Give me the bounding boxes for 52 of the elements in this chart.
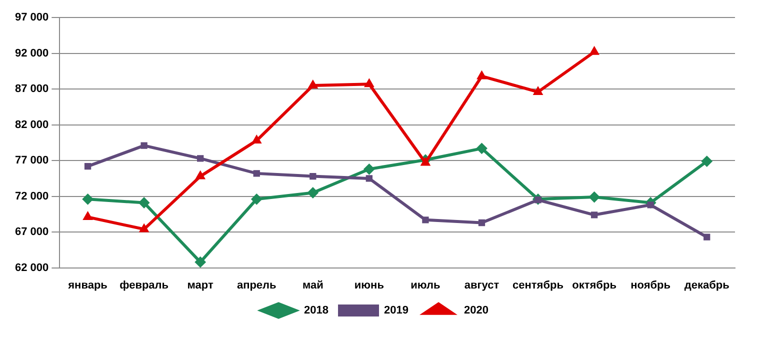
point xyxy=(701,156,712,167)
point xyxy=(310,172,316,180)
y-tick-label: 97 000 xyxy=(14,12,49,24)
y-tick-label: 92 000 xyxy=(14,47,49,60)
x-tick-label: февраль xyxy=(120,279,169,292)
x-tick-label: август xyxy=(464,279,500,292)
point xyxy=(364,78,374,88)
point xyxy=(139,224,149,232)
legend-label: 2018 xyxy=(304,304,329,317)
point xyxy=(196,170,206,180)
x-tick-label: март xyxy=(187,279,214,292)
y-tick-label: 82 000 xyxy=(14,118,49,131)
point xyxy=(420,157,430,166)
y-tick-label: 62 000 xyxy=(14,262,49,274)
x-tick-label: июль xyxy=(410,279,441,292)
point xyxy=(140,142,148,149)
point xyxy=(308,80,318,89)
x-tick-label: ноябрь xyxy=(630,279,671,292)
point xyxy=(252,135,262,144)
y-tick-label: 77 000 xyxy=(14,154,49,167)
point xyxy=(590,212,598,218)
point xyxy=(82,194,94,205)
point xyxy=(704,234,710,240)
point xyxy=(251,194,262,205)
point xyxy=(194,256,206,268)
x-tick-label: апрель xyxy=(236,279,277,292)
point xyxy=(253,170,260,177)
point xyxy=(533,86,543,95)
point xyxy=(589,46,600,55)
point xyxy=(307,187,318,198)
point xyxy=(82,212,93,220)
x-tick-label: май xyxy=(302,279,324,292)
point xyxy=(476,142,488,154)
x-tick-label: декабрь xyxy=(684,279,730,292)
point xyxy=(478,219,486,226)
point xyxy=(588,192,600,203)
y-tick-label: 72 000 xyxy=(14,190,49,202)
point xyxy=(366,175,373,182)
legend-label: 2019 xyxy=(384,304,408,317)
y-tick-label: 87 000 xyxy=(14,83,49,96)
legend-label: 2020 xyxy=(464,304,488,317)
x-tick-label: январь xyxy=(68,279,108,292)
point xyxy=(476,70,487,80)
x-tick-label: июнь xyxy=(354,279,384,292)
point xyxy=(364,164,375,175)
x-tick-label: октябрь xyxy=(572,279,617,292)
point xyxy=(197,155,204,162)
point xyxy=(84,162,92,170)
point xyxy=(422,216,429,224)
y-tick-label: 67 000 xyxy=(14,226,49,238)
x-tick-label: сентябрь xyxy=(512,279,564,292)
point xyxy=(138,197,150,208)
